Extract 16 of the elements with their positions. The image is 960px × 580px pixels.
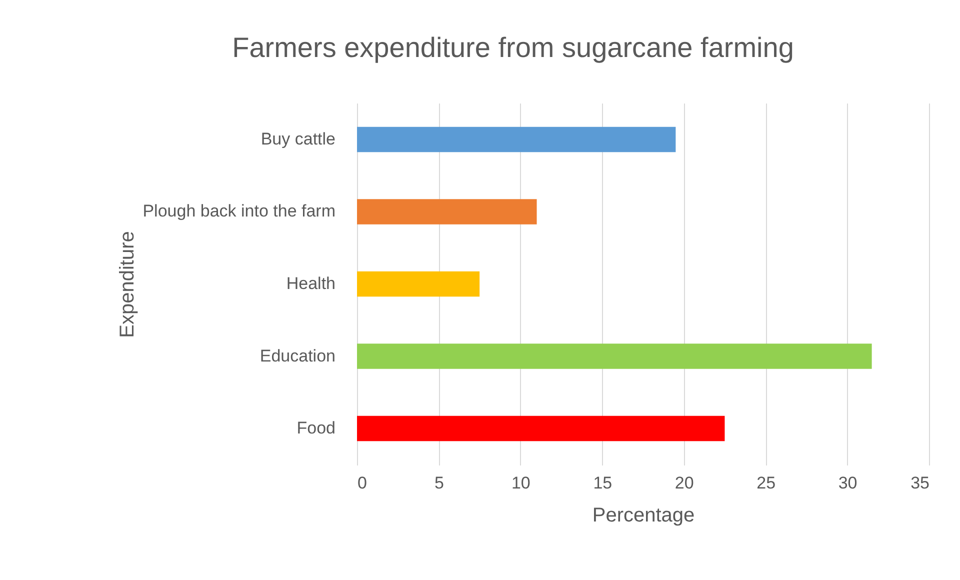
y-tick-label: Food bbox=[296, 418, 336, 438]
x-tick-label: 30 bbox=[838, 474, 858, 492]
x-tick-label: 10 bbox=[511, 474, 530, 492]
x-tick-label: 5 bbox=[434, 474, 444, 492]
x-tick-label: 15 bbox=[593, 474, 612, 492]
y-axis-title: Expenditure bbox=[116, 231, 138, 338]
x-axis-title: Percentage bbox=[592, 504, 695, 526]
y-tick-label: Buy cattle bbox=[260, 129, 336, 148]
x-tick-label: 35 bbox=[910, 474, 930, 492]
chart-title: Farmers expenditure from sugarcane farming bbox=[232, 32, 794, 63]
x-tick-label: 20 bbox=[674, 474, 694, 492]
y-tick-label: Education bbox=[260, 346, 336, 366]
y-tick-label: Plough back into the farm bbox=[142, 202, 336, 221]
x-tick-label: 0 bbox=[358, 474, 367, 492]
x-tick-label: 25 bbox=[756, 474, 776, 492]
y-tick-label: Health bbox=[286, 274, 336, 293]
